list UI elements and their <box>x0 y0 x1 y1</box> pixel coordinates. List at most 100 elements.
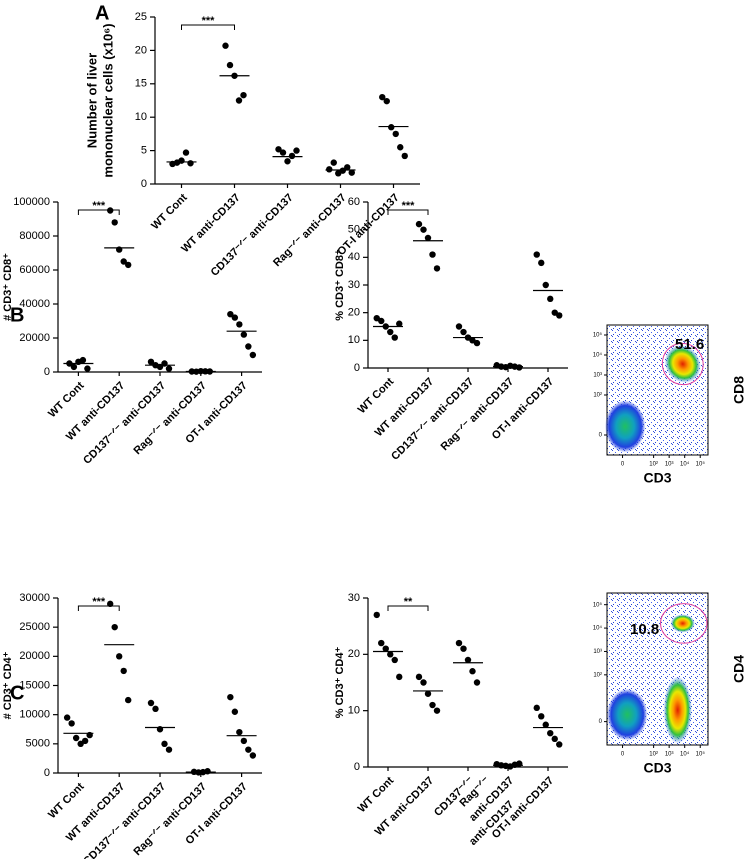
data-point <box>240 331 248 338</box>
data-point <box>424 234 432 242</box>
data-point <box>326 166 333 173</box>
y-tick-label: 0 <box>141 178 147 190</box>
y-tick-label: 0 <box>599 719 603 725</box>
x-tick-label: CD137⁻ᐟ⁻ anti-CD137 <box>81 380 168 467</box>
y-tick-label: 25000 <box>19 621 50 633</box>
y-axis-label: CD4 <box>731 655 747 683</box>
y-tick-label: 20000 <box>19 650 50 662</box>
y-tick-label: 40000 <box>19 298 50 310</box>
data-point <box>120 258 127 265</box>
data-point <box>227 693 234 701</box>
data-point <box>288 152 296 160</box>
data-point <box>68 720 75 727</box>
data-point <box>378 317 385 325</box>
y-tick-label: 0 <box>354 761 360 773</box>
gate-value: 10.8 <box>630 621 659 638</box>
significance-label: ** <box>404 596 413 608</box>
significance-label: *** <box>92 200 106 212</box>
significance-label: *** <box>202 15 216 27</box>
x-tick-label: 10⁴ <box>680 461 690 468</box>
data-point <box>387 328 394 336</box>
x-tick-label: 10⁵ <box>696 461 706 468</box>
y-axis-label: CD8 <box>731 376 747 404</box>
data-point <box>147 699 155 707</box>
data-point <box>275 146 282 153</box>
population <box>664 345 701 383</box>
x-tick-label: WT Cont <box>356 375 397 416</box>
data-point <box>429 701 436 709</box>
data-point <box>378 639 385 647</box>
data-point <box>387 651 394 658</box>
x-tick-label: 10⁴ <box>680 751 690 758</box>
y-tick-label: 0 <box>44 767 50 779</box>
y-tick-label: 60 <box>348 196 360 208</box>
data-point <box>547 730 554 737</box>
data-point <box>81 737 89 745</box>
significance-bracket <box>181 24 235 30</box>
y-tick-label: 80000 <box>19 230 50 242</box>
x-tick-label: Rag⁻ᐟ⁻ anti-CD137 <box>439 376 516 453</box>
x-tick-label: WT Cont <box>356 774 397 815</box>
data-point <box>348 169 355 176</box>
data-point <box>178 157 185 164</box>
data-point <box>538 259 545 267</box>
data-point <box>383 97 390 105</box>
y-tick-label: 25 <box>135 11 147 23</box>
data-point <box>111 623 118 631</box>
data-point <box>339 167 346 174</box>
data-point <box>116 653 123 660</box>
x-tick-label: WT Cont <box>149 191 190 232</box>
data-point <box>424 690 432 697</box>
data-point <box>538 713 545 720</box>
data-point <box>245 746 252 753</box>
data-point <box>556 312 563 319</box>
population <box>607 688 648 741</box>
significance-bracket <box>77 209 120 215</box>
data-point <box>249 351 257 359</box>
data-point <box>382 645 389 652</box>
y-tick-label: 0 <box>44 366 50 378</box>
y-axis-label: % CD3⁺ CD8⁺ <box>334 249 346 321</box>
data-point <box>460 645 467 652</box>
data-point <box>415 673 423 681</box>
data-point <box>547 295 554 303</box>
data-point <box>249 752 257 759</box>
data-point <box>533 704 540 712</box>
data-point <box>388 124 395 131</box>
y-tick-label: 10² <box>593 672 602 678</box>
data-point <box>473 339 481 347</box>
x-tick-label: 10⁵ <box>696 751 706 758</box>
x-tick-label: 10³ <box>665 462 674 468</box>
data-point <box>240 91 247 99</box>
y-tick-label: 10 <box>348 705 360 717</box>
data-point <box>222 42 229 49</box>
y-tick-label: 10 <box>348 334 360 346</box>
data-point <box>231 314 239 321</box>
data-point <box>392 130 399 138</box>
gate-value: 51.6 <box>675 336 704 353</box>
data-point <box>473 679 481 686</box>
significance-label: *** <box>92 596 106 608</box>
data-point <box>236 321 243 328</box>
gate <box>661 342 704 386</box>
y-tick-label: 10³ <box>593 649 602 655</box>
data-point <box>226 61 234 69</box>
data-point <box>204 768 211 775</box>
x-tick-label: WT Cont <box>46 780 87 821</box>
data-point <box>330 159 337 166</box>
data-point <box>161 740 168 748</box>
y-tick-label: 50 <box>348 224 360 236</box>
data-point <box>120 667 127 675</box>
data-point <box>415 220 423 228</box>
data-point <box>63 714 71 721</box>
x-tick-label: 0 <box>621 752 625 758</box>
y-tick-label: 0 <box>354 362 360 374</box>
y-tick-label: 10 <box>135 111 147 123</box>
data-point <box>147 358 155 365</box>
y-tick-label: 0 <box>599 433 603 439</box>
data-point <box>72 734 80 742</box>
y-tick-label: 20 <box>135 44 147 56</box>
data-point <box>396 320 403 327</box>
y-tick-label: 10³ <box>593 373 602 379</box>
